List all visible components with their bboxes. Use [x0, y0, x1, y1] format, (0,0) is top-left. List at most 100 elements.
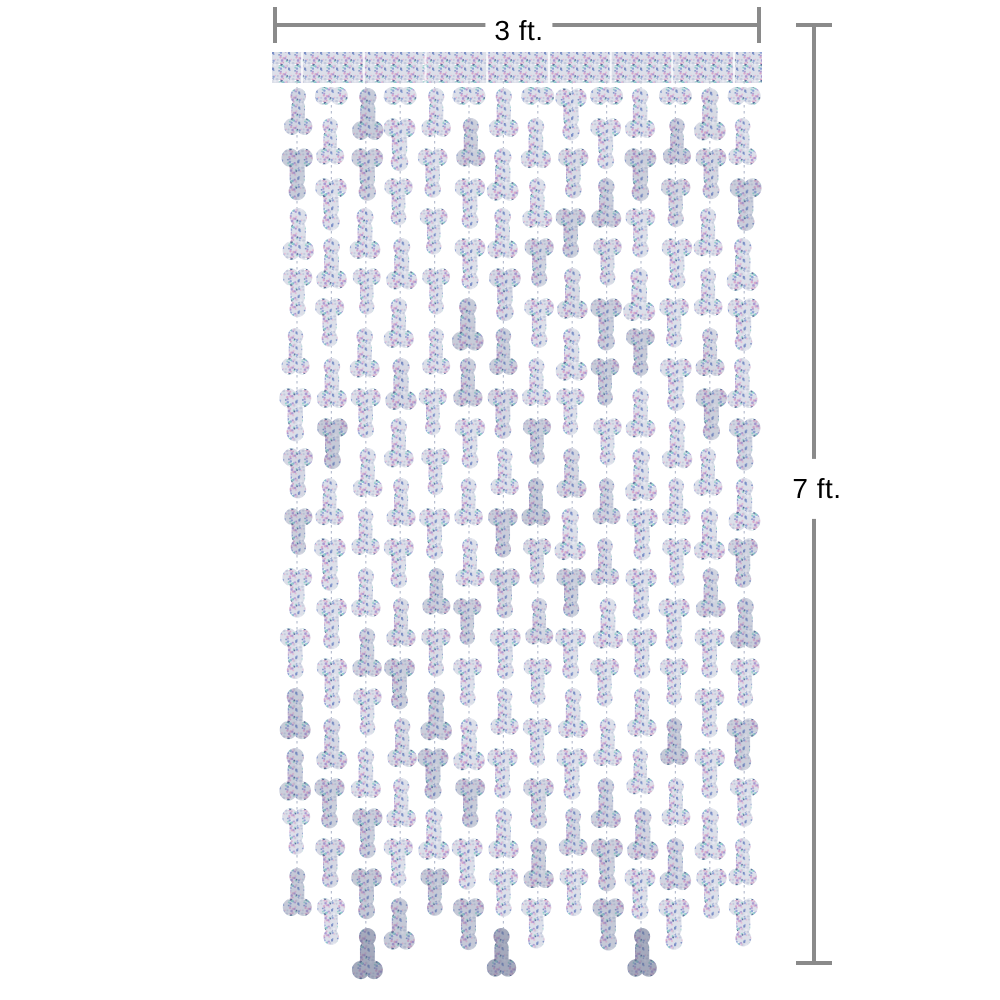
penis-shape-shade	[592, 898, 625, 951]
curtain-strand	[520, 81, 555, 949]
penis-shape	[351, 508, 380, 555]
penis-shape-shade	[695, 328, 725, 377]
header-seam	[362, 52, 365, 83]
penis-shape	[661, 238, 693, 290]
penis-shape	[658, 598, 690, 651]
penis-shape	[626, 508, 658, 561]
penis-shape	[350, 748, 382, 798]
penis-shape	[417, 148, 448, 198]
penis-shape-shade	[281, 148, 313, 201]
penis-shape	[593, 418, 622, 466]
penis-shape-shade	[660, 178, 691, 228]
penis-shape	[559, 868, 589, 917]
penis-shape	[558, 688, 589, 738]
penis-shape-shade	[590, 538, 620, 585]
penis-shape	[421, 88, 451, 137]
penis-shape	[353, 688, 382, 736]
penis-shape	[521, 898, 552, 949]
penis-shape	[556, 388, 585, 436]
penis-shape	[590, 118, 622, 170]
penis-shape-shade	[591, 178, 622, 228]
penis-shape	[623, 268, 656, 321]
penis-shape	[524, 298, 555, 348]
penis-shape	[661, 418, 693, 469]
penis-shape	[451, 838, 483, 890]
penis-shape	[556, 748, 588, 800]
penis-shape	[626, 628, 658, 679]
penis-shape	[316, 658, 348, 709]
penis-shape	[383, 298, 414, 348]
penis-shape	[625, 448, 658, 501]
penis-shape	[592, 598, 624, 649]
penis-shape	[490, 448, 519, 496]
penis-shape-shade	[593, 238, 622, 285]
penis-shape	[523, 658, 552, 706]
penis-shape-shade	[726, 718, 759, 771]
penis-shape-shade	[351, 928, 383, 980]
height-dimension-label: 7 ft.	[787, 458, 847, 520]
penis-shape	[625, 568, 657, 621]
penis-shape-shade	[694, 88, 726, 141]
penis-shape-shade	[421, 628, 450, 676]
penis-shape	[281, 328, 310, 375]
penis-shape-shade	[558, 808, 588, 856]
penis-shape	[694, 748, 726, 799]
penis-shape-shade	[315, 838, 346, 888]
curtain-strand	[658, 81, 693, 950]
penis-shape-shade	[351, 868, 382, 920]
penis-shape-shade	[351, 148, 384, 201]
penis-shape	[316, 358, 347, 408]
penis-shape-shade	[282, 448, 314, 499]
penis-shape	[489, 628, 521, 680]
penis-shape	[383, 838, 413, 887]
penis-shape	[727, 358, 758, 408]
penis-shape	[352, 268, 381, 315]
penis-shape-shade	[279, 748, 312, 801]
penis-shape-shade	[624, 148, 657, 202]
curtain-strand	[417, 81, 453, 916]
penis-shape	[316, 118, 345, 165]
cloud-shape	[383, 87, 417, 105]
penis-shape-shade	[316, 718, 348, 770]
penis-shape-shade	[385, 358, 417, 410]
penis-shape	[729, 778, 760, 827]
curtain-strand	[383, 81, 418, 950]
penis-shape	[520, 118, 552, 169]
penis-shape-shade	[452, 898, 485, 951]
width-dimension-label: 3 ft.	[485, 12, 553, 50]
curtain-strand	[693, 81, 728, 919]
penis-shape	[555, 88, 587, 141]
penis-shape	[454, 418, 486, 469]
penis-shape-shade	[695, 388, 728, 441]
penis-shape	[383, 538, 414, 589]
header-seam	[671, 52, 674, 83]
penis-shape-shade	[522, 418, 552, 465]
curtain-strand	[279, 81, 314, 916]
penis-shape-shade	[625, 328, 655, 376]
penis-shape-shade	[456, 118, 486, 167]
penis-shape-shade	[284, 508, 313, 555]
penis-shape-shade	[417, 748, 449, 800]
penis-shape	[454, 478, 483, 526]
penis-shape	[487, 208, 518, 259]
penis-shape	[419, 508, 451, 560]
penis-shape	[419, 208, 448, 255]
penis-shape-shade	[317, 418, 348, 470]
penis-shape	[489, 88, 519, 137]
curtain-strand	[314, 81, 348, 945]
penis-shape	[418, 388, 447, 436]
penis-shape	[554, 508, 586, 561]
curtain-strand	[349, 81, 384, 980]
header-seam	[732, 52, 736, 83]
penis-shape	[590, 658, 620, 707]
penis-shape-shade	[728, 418, 761, 471]
penis-shape-shade	[488, 268, 521, 322]
penis-shape-shade	[695, 148, 727, 200]
penis-shape	[418, 808, 450, 860]
penis-shape-shade	[659, 838, 692, 891]
cloud-shape	[727, 87, 761, 105]
penis-shape-shade	[453, 598, 482, 645]
penis-shape	[350, 388, 381, 439]
